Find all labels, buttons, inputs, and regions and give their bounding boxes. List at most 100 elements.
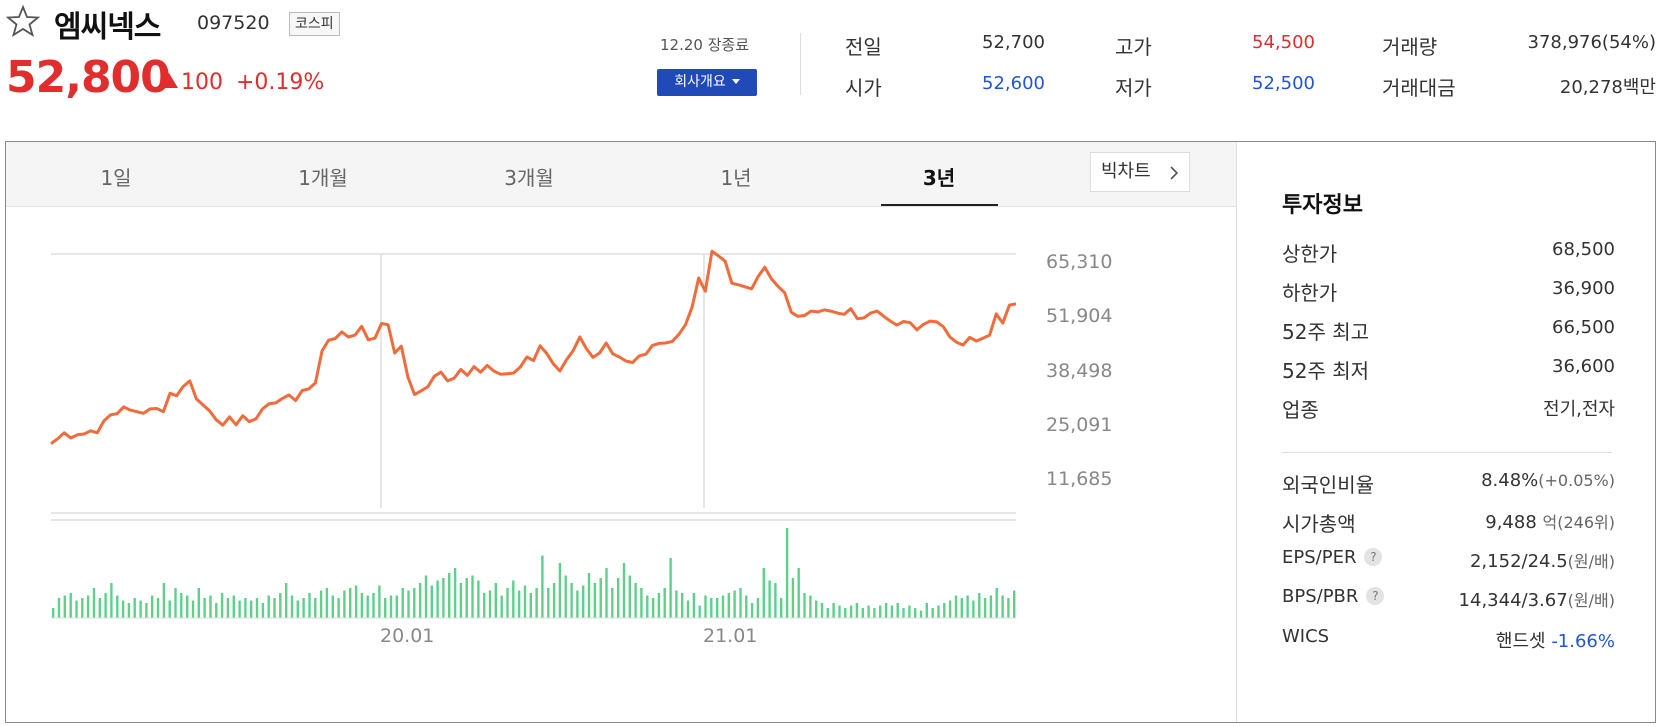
volume-bar	[354, 585, 358, 618]
volume-bar	[587, 573, 591, 618]
volume-bar	[739, 588, 742, 618]
volume-bar	[308, 593, 311, 618]
volume-bar	[261, 603, 265, 618]
favorite-star-icon[interactable]	[6, 4, 40, 38]
foreign-ratio-value: 8.48%(+0.05%)	[1481, 470, 1615, 491]
volume-bar	[745, 595, 748, 618]
volume-bar	[186, 595, 189, 618]
company-overview-label: 회사개요	[674, 74, 726, 90]
y-tick-label: 65,310	[1046, 251, 1112, 273]
wics-industry[interactable]: 핸드셋	[1495, 631, 1546, 652]
volume-bar	[191, 600, 195, 618]
volume-bar	[151, 595, 154, 618]
volume-bar	[896, 603, 899, 618]
open-label: 시가	[845, 76, 882, 100]
tab-3month[interactable]: 3개월	[504, 166, 554, 190]
volume-bar	[861, 608, 864, 618]
price-chart[interactable]: 65,310 51,904 38,498 25,091 11,685 20.01 21.01	[6, 208, 1234, 722]
volume-bar	[873, 608, 876, 618]
volume-bar	[127, 603, 131, 618]
chevron-right-icon	[1170, 166, 1179, 180]
volume-bar	[558, 563, 562, 618]
volume-bar	[133, 598, 136, 618]
volume-bar	[442, 578, 445, 618]
sector-value[interactable]: 전기,전자	[1543, 399, 1615, 420]
volume-bar	[314, 598, 317, 618]
volume-bar	[780, 598, 783, 618]
trade-amount-value: 20,278백만	[1559, 77, 1656, 98]
wics-value: 핸드셋 -1.66%	[1496, 627, 1615, 653]
volume-bar	[418, 583, 422, 618]
volume-bar	[285, 583, 288, 618]
big-chart-button[interactable]: 빅차트	[1090, 152, 1190, 192]
volume-bar	[750, 603, 754, 618]
volume-bar	[197, 588, 200, 618]
x-tick-label: 20.01	[380, 625, 434, 647]
volume-bar	[512, 580, 515, 618]
volume-bar	[453, 568, 457, 618]
volume-bar	[203, 598, 206, 618]
prev-close-label: 전일	[845, 35, 882, 59]
volume-bar	[552, 583, 556, 618]
volume-bar	[250, 600, 253, 618]
volume-bar	[599, 578, 602, 618]
price-change-percent: +0.19%	[236, 70, 325, 95]
volume-value: 378,976(54%)	[1527, 32, 1657, 53]
volume-bar	[488, 590, 492, 618]
volume-bar	[978, 593, 981, 618]
volume-bar	[384, 598, 387, 618]
volume-bar	[547, 588, 550, 618]
help-icon[interactable]: ?	[1366, 587, 1385, 605]
tab-3year[interactable]: 3년	[922, 166, 956, 190]
low-label: 저가	[1115, 76, 1152, 100]
volume-bar	[302, 598, 305, 618]
chart-panel: 1일 1개월 3개월 1년 3년 빅차트 65,310 51,904 38,498 2…	[5, 141, 1656, 723]
help-icon[interactable]: ?	[1364, 548, 1383, 566]
volume-bar	[378, 585, 381, 618]
stock-code: 097520	[197, 12, 270, 34]
tab-1year[interactable]: 1년	[720, 166, 752, 190]
volume-bar	[180, 593, 183, 618]
wics-change: -1.66%	[1551, 631, 1615, 652]
low-value: 52,500	[1252, 73, 1315, 94]
price-change-value: 100	[181, 70, 223, 95]
volume-bar	[931, 608, 934, 618]
volume-bar	[582, 585, 585, 618]
volume-bar	[692, 593, 696, 618]
company-overview-button[interactable]: 회사개요	[657, 69, 757, 96]
volume-bar	[209, 595, 212, 618]
volume-bar	[832, 603, 835, 618]
volume-label: 거래량	[1382, 35, 1438, 59]
volume-bar	[838, 605, 841, 618]
volume-bar	[785, 528, 789, 618]
volume-bar	[337, 598, 340, 618]
volume-bar	[81, 598, 84, 618]
y-tick-label: 25,091	[1046, 414, 1112, 436]
upper-limit-value: 68,500	[1552, 239, 1615, 260]
volume-bar	[139, 600, 142, 618]
volume-bar	[69, 593, 72, 618]
tab-1month[interactable]: 1개월	[298, 166, 348, 190]
up-triangle-icon	[160, 73, 178, 88]
volume-bar	[523, 585, 527, 618]
volume-bar	[86, 595, 90, 618]
volume-bar	[168, 600, 171, 618]
bps-pbr: 14,344/3.67	[1458, 590, 1568, 611]
volume-bar	[937, 605, 940, 618]
volume-bar	[156, 598, 160, 618]
volume-bar	[389, 595, 393, 618]
tab-1day[interactable]: 1일	[100, 166, 132, 190]
volume-bar	[826, 608, 829, 618]
volume-bar	[634, 583, 637, 618]
volume-bar	[232, 595, 235, 618]
volume-bar	[290, 595, 294, 618]
wics-label: WICS	[1282, 626, 1330, 647]
foreign-ratio-label: 외국인비율	[1282, 473, 1374, 497]
volume-bar	[477, 580, 480, 618]
bps-pbr-unit: (원/배)	[1567, 591, 1615, 610]
volume-bar	[646, 595, 649, 618]
foreign-ratio: 8.48%	[1481, 470, 1539, 491]
volume-bar	[611, 588, 614, 618]
stock-name: 엠씨넥스	[54, 10, 161, 45]
high-value: 54,500	[1252, 32, 1315, 53]
